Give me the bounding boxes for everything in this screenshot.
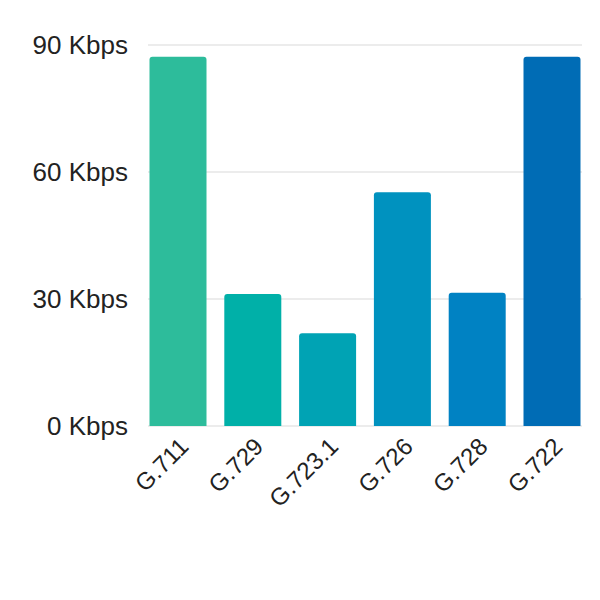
y-tick-label: 90 Kbps — [33, 30, 128, 60]
y-tick-label: 0 Kbps — [47, 411, 128, 441]
bars — [150, 57, 581, 426]
y-tick-label: 30 Kbps — [33, 284, 128, 314]
bar — [449, 293, 506, 426]
x-tick-label: G.726 — [353, 432, 418, 497]
grid-line — [148, 45, 582, 46]
x-tick-label: G.729 — [203, 432, 268, 497]
chart: 0 Kbps30 Kbps60 Kbps90 KbpsG.711G.729G.7… — [0, 0, 600, 600]
grid-line — [148, 299, 582, 300]
grid-line — [148, 426, 582, 427]
bar — [150, 57, 207, 426]
bar — [524, 57, 581, 426]
grid-line — [148, 172, 582, 173]
x-tick-label: G.728 — [427, 432, 492, 497]
x-tick-label: G.722 — [502, 432, 567, 497]
x-tick-label: G.723.1 — [264, 432, 343, 511]
bar — [299, 333, 356, 426]
bar — [224, 294, 281, 426]
y-tick-label: 60 Kbps — [33, 157, 128, 187]
bar — [374, 192, 431, 426]
x-tick-label: G.711 — [129, 432, 193, 496]
